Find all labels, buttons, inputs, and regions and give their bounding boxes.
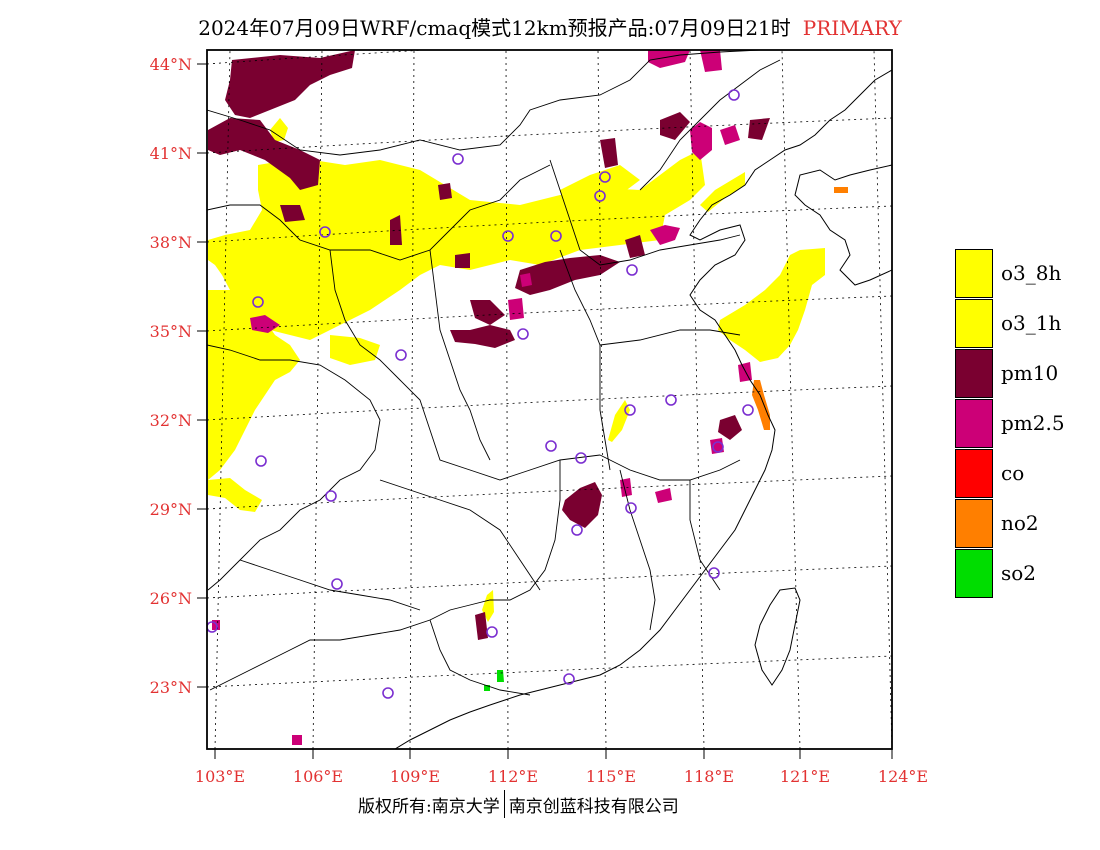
legend-label-no2: no2 [1001,511,1039,535]
legend-swatch-o3-8h [955,248,993,298]
lon-label-115: 115°E [586,767,636,786]
legend-label-pm25: pm2.5 [1001,411,1065,435]
lat-label-44: 44°N [150,55,192,74]
legend-item-pm10: pm10 [955,348,1065,398]
copyright-footer: 版权所有:南京大学 南京创蓝科技有限公司 [358,790,679,818]
legend-item-no2: no2 [955,498,1065,548]
legend-label-o3-8h: o3_8h [1001,261,1062,285]
pm25-regions [212,50,752,745]
lon-grid [214,50,892,749]
lat-label-32: 32°N [150,411,192,430]
lon-label-112: 112°E [488,767,538,786]
lat-label-41: 41°N [150,144,192,163]
title-main: 2024年07月09日WRF/cmaq模式12km预报产品:07月09日21时 [198,16,791,40]
legend-item-co: co [955,448,1065,498]
pollutant-legend: o3_8h o3_1h pm10 pm2.5 co no2 so2 [955,248,1065,598]
lon-label-121: 121°E [780,767,830,786]
map-title: 2024年07月09日WRF/cmaq模式12km预报产品:07月09日21时 P… [0,12,1100,41]
legend-label-pm10: pm10 [1001,361,1059,385]
legend-item-o3-1h: o3_1h [955,298,1065,348]
lat-label-29: 29°N [150,500,192,519]
legend-swatch-o3-1h [955,298,993,348]
legend-label-so2: so2 [1001,561,1037,585]
legend-swatch-pm10 [955,348,993,398]
lat-label-38: 38°N [150,233,192,252]
legend-swatch-co [955,448,993,498]
lat-label-26: 26°N [150,589,192,608]
legend-label-o3-1h: o3_1h [1001,311,1062,335]
legend-swatch-so2 [955,548,993,598]
lon-label-106: 106°E [293,767,343,786]
footer-company: 南京创蓝科技有限公司 [508,796,679,817]
lon-label-103: 103°E [195,767,245,786]
legend-swatch-pm25 [955,398,993,448]
lon-label-109: 109°E [390,767,440,786]
station-markers [207,89,754,699]
legend-label-co: co [1001,461,1025,485]
title-primary-tag: PRIMARY [802,16,902,40]
no2-regions [752,187,848,430]
map-frame [206,49,893,750]
lat-ticks [197,63,207,688]
legend-item-pm25: pm2.5 [955,398,1065,448]
footer-separator [503,790,505,818]
footer-copyright: 版权所有:南京大学 [358,796,500,817]
legend-swatch-no2 [955,498,993,548]
province-boundaries [207,50,781,696]
map-content [207,50,892,749]
lon-label-118: 118°E [684,767,734,786]
lat-labels: 44°N 41°N 38°N 35°N 32°N 29°N 26°N 23°N [150,55,192,697]
legend-item-o3-8h: o3_8h [955,248,1065,298]
pm10-regions [208,50,770,640]
legend-item-so2: so2 [955,548,1065,598]
lon-label-124: 124°E [878,767,928,786]
lat-label-23: 23°N [150,678,192,697]
lon-labels: 103°E 106°E 109°E 112°E 115°E 118°E 121°… [195,767,928,786]
lon-ticks [214,749,893,759]
coastline [394,69,892,749]
lat-grid [207,50,892,688]
lat-label-35: 35°N [150,322,192,341]
